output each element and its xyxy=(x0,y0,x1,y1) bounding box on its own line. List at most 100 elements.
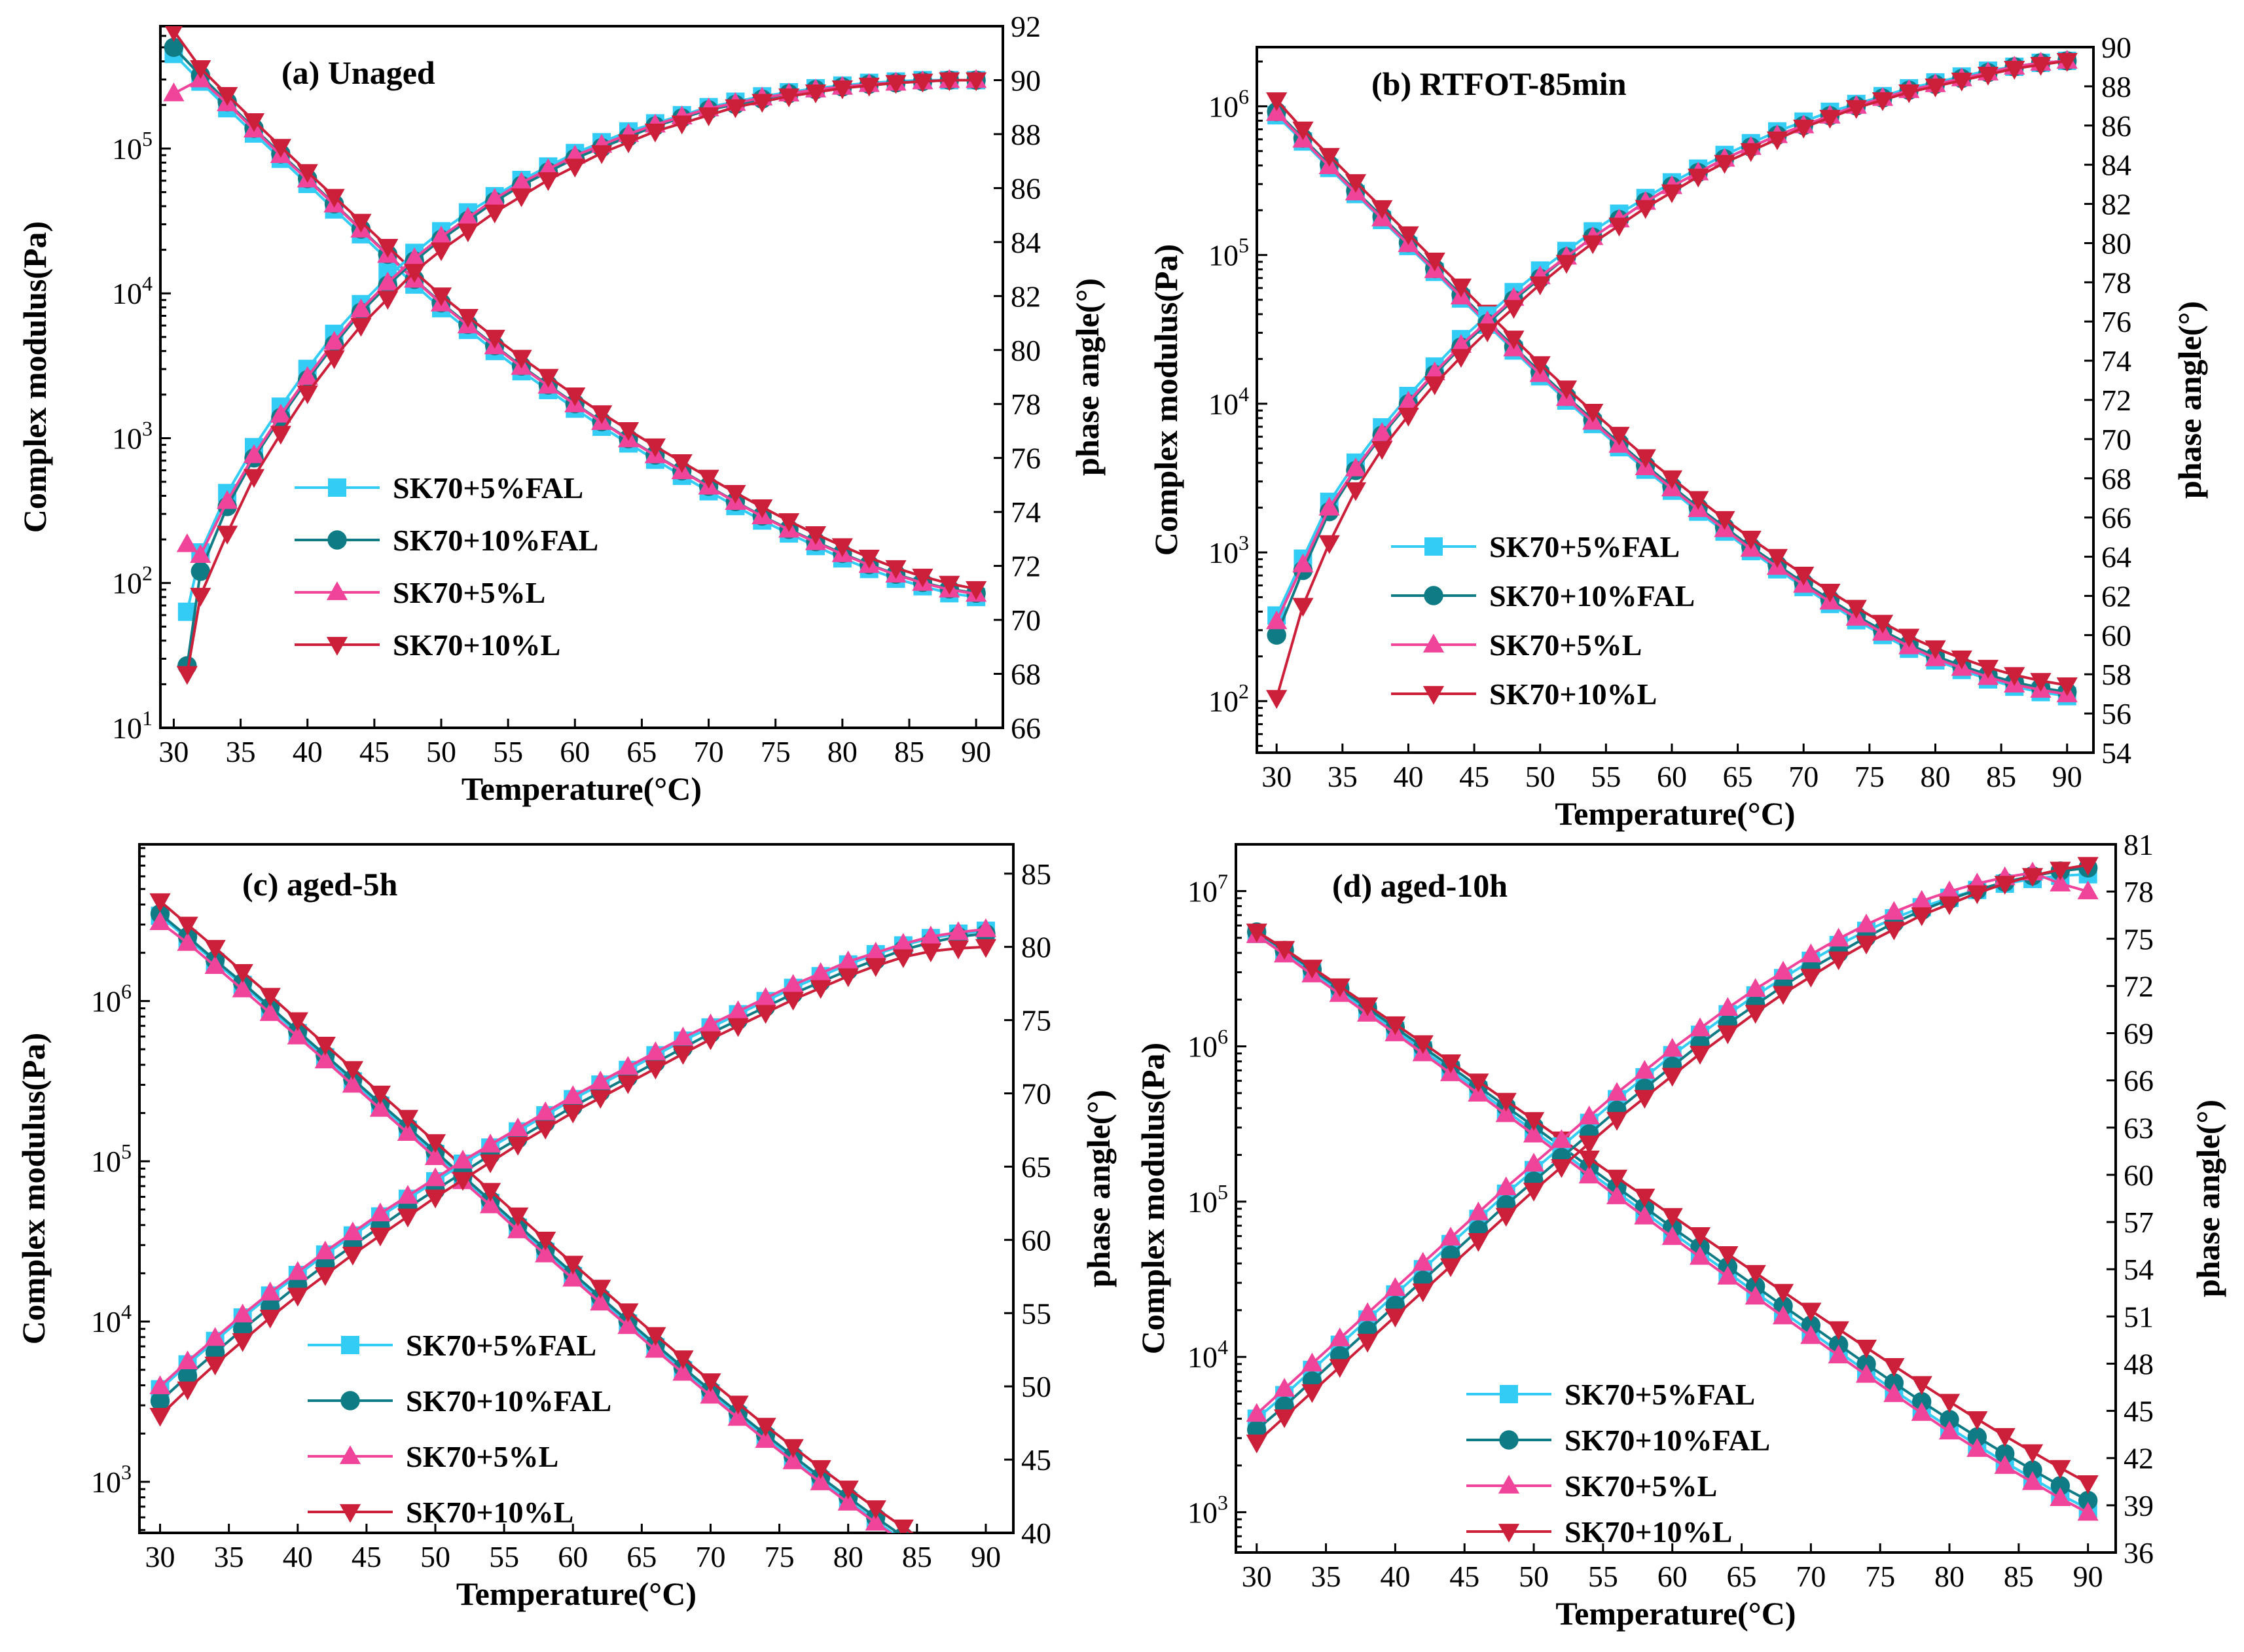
phase-data-point xyxy=(778,88,800,107)
phase-data-point xyxy=(645,1041,666,1060)
phase-data-point xyxy=(1273,1378,1295,1397)
phase-data-point xyxy=(1855,935,1877,955)
legend-label: SK70+5%FAL xyxy=(1565,1378,1755,1411)
y-right-tick-label: 78 xyxy=(2101,266,2131,299)
phase-data-point xyxy=(342,1221,363,1241)
modulus-data-point xyxy=(1828,1321,1849,1340)
modulus-data-point xyxy=(1439,1054,1462,1073)
phase-data-point xyxy=(457,206,479,226)
phase-data-point xyxy=(782,992,804,1011)
modulus-data-point xyxy=(562,1255,584,1275)
y-right-tick-label: 68 xyxy=(2101,462,2131,495)
modulus-series-line xyxy=(172,29,977,590)
modulus-data-point xyxy=(424,1134,446,1153)
modulus-data-point xyxy=(511,350,532,369)
phase-data-point xyxy=(1412,1283,1434,1302)
y-right-tick-label: 88 xyxy=(2101,70,2131,103)
legend: SK70+5%FAL SK70+10%FAL SK70+5%L SK70+10%L xyxy=(1466,1378,1770,1549)
modulus-data-point xyxy=(948,1568,969,1587)
phase-data-point xyxy=(369,1227,391,1247)
modulus-series-line xyxy=(172,53,977,599)
phase-data-point xyxy=(1345,482,1367,501)
modulus-data-point xyxy=(537,368,559,388)
phase-data-point xyxy=(1439,1258,1462,1278)
chart-panel: 30 35 40 45 50 55 60 65 70 75 80 85 90 103 104 105 106 10… xyxy=(1134,828,2226,1632)
phase-data-point xyxy=(805,84,827,103)
modulus-data-point xyxy=(672,1361,694,1381)
phase-data-point xyxy=(2056,53,2078,72)
phase-data-point xyxy=(1898,84,1920,103)
modulus-data-point xyxy=(1578,1164,1600,1184)
modulus-data-point xyxy=(1661,1226,1683,1246)
phase-data-point xyxy=(350,317,372,337)
x-tick-label: 60 xyxy=(558,1540,588,1573)
x-axis-title: Temperature(°C) xyxy=(1555,1595,1796,1632)
modulus-data-point xyxy=(885,560,907,579)
modulus-data-point xyxy=(976,1580,995,1599)
modulus-data-point xyxy=(1292,121,1314,141)
modulus-data-point xyxy=(1450,278,1472,298)
phase-series-line xyxy=(1256,871,2089,1415)
phase-data-point xyxy=(190,562,210,581)
phase-data-point xyxy=(1717,1025,1739,1045)
phase-data-point xyxy=(1661,1068,1683,1087)
modulus-data-point xyxy=(1371,200,1393,219)
phase-data-point xyxy=(755,1005,776,1024)
phase-data-point xyxy=(617,134,640,154)
phase-data-point xyxy=(177,1381,198,1401)
modulus-data-point xyxy=(892,1519,914,1533)
x-tick-label: 40 xyxy=(1393,760,1423,793)
phase-data-point xyxy=(1468,1233,1489,1252)
modulus-data-point xyxy=(480,1183,501,1202)
modulus-data-point xyxy=(725,484,746,504)
y-right-tick-label: 92 xyxy=(1011,10,1041,43)
y-left-tick-label: 103 xyxy=(1187,1490,1228,1529)
phase-data-point xyxy=(323,331,345,350)
legend-label: SK70+5%FAL xyxy=(393,471,583,505)
y-right-tick-label: 36 xyxy=(2124,1536,2154,1570)
modulus-data-point xyxy=(369,1098,391,1117)
y-left-tick-label: 104 xyxy=(1208,382,1249,421)
y-right-tick-label: 72 xyxy=(1011,550,1041,583)
modulus-data-point xyxy=(204,940,226,959)
y-right-tick-label: 74 xyxy=(1011,495,1041,529)
modulus-data-point xyxy=(1555,380,1578,400)
modulus-data-point xyxy=(397,1109,419,1129)
phase-data-point xyxy=(590,1090,611,1109)
modulus-data-point xyxy=(1772,1284,1794,1303)
phase-data-point xyxy=(430,225,452,245)
panel-title: (a) Unaged xyxy=(281,54,435,91)
y-right-tick-label: 78 xyxy=(2124,875,2154,908)
modulus-data-point xyxy=(323,189,345,208)
phase-data-point xyxy=(725,99,746,118)
modulus-data-point xyxy=(177,916,198,936)
x-tick-label: 80 xyxy=(833,1540,863,1573)
y-right-tick-label: 50 xyxy=(1021,1370,1051,1403)
modulus-data-point xyxy=(232,963,253,983)
y-left-tick-label: 107 xyxy=(1187,869,1228,908)
phase-data-point xyxy=(1371,440,1393,460)
modulus-data-point xyxy=(314,1037,336,1056)
plot-frame xyxy=(159,25,1004,729)
modulus-data-point xyxy=(2004,667,2025,687)
phase-data-point xyxy=(1800,943,1822,963)
modulus-data-point xyxy=(1635,449,1656,469)
x-tick-label: 30 xyxy=(1261,760,1292,793)
phase-data-point xyxy=(727,1000,749,1020)
phase-data-point xyxy=(232,1333,253,1352)
modulus-data-point xyxy=(1689,1246,1711,1265)
modulus-data-point xyxy=(1911,1392,1932,1412)
modulus-data-point xyxy=(1898,628,1920,648)
phase-data-point xyxy=(243,444,265,463)
x-tick-label: 45 xyxy=(1449,1560,1479,1593)
phase-data-point xyxy=(1745,1005,1766,1024)
modulus-data-point xyxy=(975,1585,996,1604)
modulus-data-point xyxy=(2077,1475,2099,1494)
modulus-data-point xyxy=(1384,1016,1406,1035)
modulus-data-point xyxy=(1745,1265,1766,1284)
y-left-tick-label: 105 xyxy=(1187,1180,1228,1219)
phase-data-point xyxy=(2077,857,2099,876)
phase-series-line xyxy=(159,929,986,1391)
modulus-data-point xyxy=(1994,1455,2016,1474)
modulus-data-point xyxy=(163,82,185,101)
